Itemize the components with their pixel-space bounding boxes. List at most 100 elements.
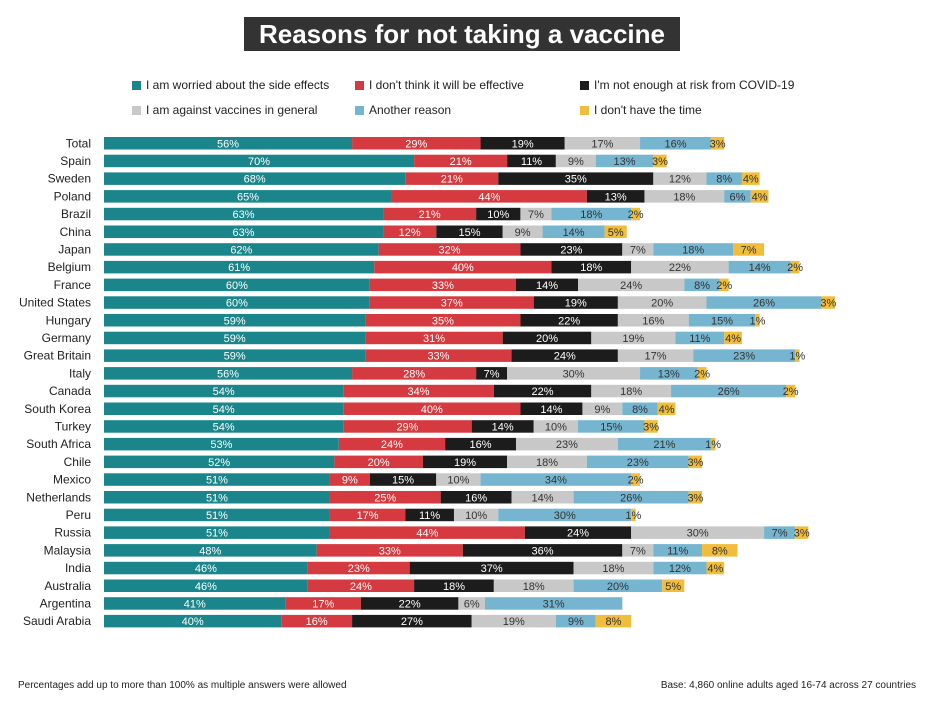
bar-india-against-vaccines — [573, 561, 654, 575]
bar-india-side-effects — [104, 561, 308, 575]
legend-swatch-not-at-risk — [580, 80, 589, 90]
bar-mexico-no-time — [631, 473, 641, 486]
bar-south-korea-not-effective — [343, 402, 521, 415]
category-label-belgium: Belgium — [48, 260, 91, 274]
data-label-belgium-not-at-risk: 18% — [580, 262, 602, 274]
bar-hungary-against-vaccines — [617, 314, 689, 327]
legend-swatch-side-effects — [132, 80, 141, 90]
data-label-south-korea-not-effective: 40% — [421, 404, 443, 416]
category-label-canada: Canada — [49, 384, 91, 398]
bar-argentina-another-reason — [484, 597, 623, 610]
data-label-germany-no-time: 4% — [725, 333, 741, 345]
bar-peru-not-at-risk — [405, 508, 454, 522]
data-label-china-no-time: 5% — [608, 227, 624, 239]
legend-swatch-no-time — [580, 105, 589, 115]
data-label-australia-no-time: 5% — [665, 581, 681, 593]
legend-swatch-against-vaccines — [132, 105, 141, 115]
bar-saudi-arabia-not-at-risk — [352, 614, 472, 628]
bar-total-another-reason — [640, 137, 711, 150]
legend-item-another-reason: Another reason — [355, 103, 451, 117]
category-label-south-africa: South Africa — [26, 437, 91, 451]
data-label-brazil-no-time: 2% — [628, 209, 644, 221]
bar-belgium-not-effective — [374, 260, 552, 274]
category-label-saudi-arabia: Saudi Arabia — [23, 614, 91, 628]
data-label-mexico-another-reason: 34% — [545, 475, 567, 487]
data-label-south-korea-against-vaccines: 9% — [594, 404, 610, 416]
bar-canada-against-vaccines — [591, 384, 672, 398]
bar-india-no-time — [706, 561, 725, 575]
legend-label-against-vaccines: I am against vaccines in general — [146, 103, 318, 117]
data-label-turkey-against-vaccines: 10% — [545, 421, 567, 433]
bar-peru-side-effects — [104, 508, 330, 522]
data-label-peru-side-effects: 51% — [206, 510, 228, 522]
data-label-great-britain-against-vaccines: 17% — [645, 351, 667, 363]
bar-malaysia-no-time — [702, 544, 738, 557]
data-label-australia-not-at-risk: 18% — [443, 581, 465, 593]
data-label-brazil-side-effects: 63% — [233, 209, 255, 221]
category-label-peru: Peru — [66, 508, 91, 522]
bar-canada-another-reason — [671, 384, 787, 398]
bar-united-states-no-time — [821, 296, 835, 309]
legend-item-no-time: I don't have the time — [580, 103, 702, 117]
bar-sweden-not-at-risk — [498, 172, 654, 185]
data-label-japan-against-vaccines: 7% — [630, 244, 646, 256]
data-label-united-states-no-time: 3% — [820, 298, 836, 310]
data-label-south-africa-not-effective: 24% — [381, 439, 403, 451]
data-label-south-korea-no-time: 4% — [659, 404, 675, 416]
bar-great-britain-another-reason — [693, 349, 796, 362]
bar-chile-against-vaccines — [507, 455, 587, 469]
category-label-united-states: United States — [19, 296, 91, 310]
bar-peru-not-effective — [329, 508, 406, 522]
bar-hungary-not-effective — [365, 314, 521, 327]
bar-japan-against-vaccines — [622, 243, 654, 256]
data-label-malaysia-against-vaccines: 7% — [630, 545, 646, 557]
bar-spain-against-vaccines — [555, 154, 596, 168]
data-label-great-britain-not-at-risk: 24% — [554, 351, 576, 363]
data-label-total-against-vaccines: 17% — [591, 138, 613, 150]
bar-sweden-not-effective — [405, 172, 499, 185]
bar-spain-not-at-risk — [507, 154, 556, 168]
category-label-germany: Germany — [42, 331, 91, 345]
data-label-russia-no-time: 3% — [794, 528, 810, 540]
bar-belgium-not-at-risk — [551, 260, 632, 274]
bar-japan-side-effects — [104, 243, 379, 256]
data-label-south-africa-not-at-risk: 16% — [470, 439, 492, 451]
category-label-total: Total — [66, 136, 91, 150]
bar-brazil-another-reason — [551, 207, 632, 221]
data-label-hungary-against-vaccines: 16% — [642, 315, 664, 327]
data-label-india-another-reason: 12% — [669, 563, 691, 575]
legend-label-another-reason: Another reason — [369, 103, 452, 117]
bar-sweden-no-time — [741, 172, 760, 185]
bar-total-not-effective — [352, 137, 481, 150]
bar-sweden-against-vaccines — [653, 172, 707, 185]
bar-south-africa-side-effects — [104, 437, 339, 451]
bar-china-against-vaccines — [502, 225, 543, 238]
data-label-mexico-against-vaccines: 10% — [447, 475, 469, 487]
data-label-united-states-not-at-risk: 19% — [565, 298, 587, 310]
bar-italy-against-vaccines — [507, 367, 641, 380]
bar-turkey-side-effects — [104, 420, 344, 433]
data-label-brazil-another-reason: 18% — [580, 209, 602, 221]
data-label-france-side-effects: 60% — [226, 280, 248, 292]
bar-russia-not-effective — [329, 526, 525, 539]
data-label-italy-no-time: 2% — [694, 368, 710, 380]
bar-south-korea-no-time — [657, 402, 676, 415]
bar-france-not-at-risk — [515, 278, 579, 292]
data-label-japan-side-effects: 62% — [230, 244, 252, 256]
bar-poland-not-at-risk — [586, 190, 645, 203]
bar-russia-side-effects — [104, 526, 330, 539]
bar-belgium-side-effects — [104, 260, 375, 274]
bar-great-britain-against-vaccines — [617, 349, 694, 362]
bar-italy-not-effective — [352, 367, 477, 380]
data-label-total-not-at-risk: 19% — [512, 138, 534, 150]
data-label-peru-not-effective: 17% — [357, 510, 379, 522]
data-label-france-another-reason: 8% — [694, 280, 710, 292]
bar-total-side-effects — [104, 137, 353, 150]
data-label-saudi-arabia-not-effective: 16% — [306, 616, 328, 628]
bar-malaysia-against-vaccines — [622, 544, 654, 557]
bar-france-no-time — [719, 278, 729, 292]
data-label-canada-against-vaccines: 18% — [620, 386, 642, 398]
data-label-poland-side-effects: 65% — [237, 191, 259, 203]
bar-argentina-against-vaccines — [458, 597, 485, 610]
data-label-total-side-effects: 56% — [217, 138, 239, 150]
